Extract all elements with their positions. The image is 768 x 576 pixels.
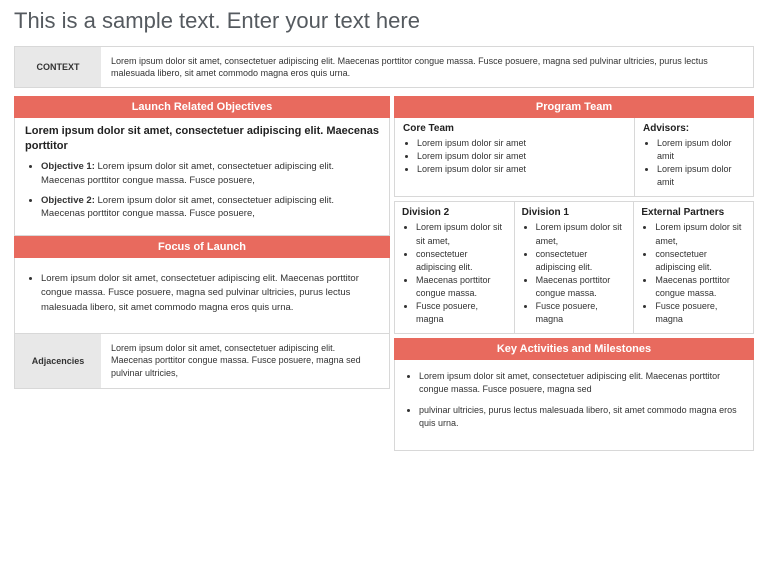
launch-header: Launch Related Objectives [14, 96, 390, 118]
milestone-item: Lorem ipsum dolor sit amet, consectetuer… [419, 370, 743, 396]
list-item: Lorem ipsum dolor sir amet [417, 137, 626, 150]
objectives-intro: Lorem ipsum dolor sit amet, consectetuer… [25, 124, 379, 154]
division-list: Lorem ipsum dolor sit amet, consectetuer… [522, 221, 627, 325]
division-cell: Division 2 Lorem ipsum dolor sit sit ame… [395, 202, 515, 332]
left-column: Launch Related Objectives Lorem ipsum do… [14, 96, 390, 451]
milestones-box: Lorem ipsum dolor sit amet, consectetuer… [394, 360, 754, 451]
division-cell: External Partners Lorem ipsum dolor sit … [634, 202, 753, 332]
list-item: Fusce posuere, magna [536, 300, 627, 326]
division-title: Division 2 [402, 207, 507, 218]
division-list: Lorem ipsum dolor sit sit amet, consecte… [402, 221, 507, 325]
slide: This is a sample text. Enter your text h… [0, 0, 768, 459]
list-item: consectetuer adipiscing elit. [416, 248, 507, 274]
list-item: Fusce posuere, magna [416, 300, 507, 326]
context-label: CONTEXT [15, 47, 101, 87]
advisors-title: Advisors: [643, 123, 745, 134]
objective-label: Objective 1: [41, 161, 95, 172]
milestones-list: Lorem ipsum dolor sit amet, consectetuer… [405, 370, 743, 430]
team-bottom-row: Division 2 Lorem ipsum dolor sit sit ame… [394, 201, 754, 333]
milestone-item: pulvinar ultricies, purus lectus malesua… [419, 404, 743, 430]
advisors-list: Lorem ipsum dolor amit Lorem ipsum dolor… [643, 137, 745, 189]
focus-list: Lorem ipsum dolor sit amet, consectetuer… [25, 272, 379, 315]
division-cell: Division 1 Lorem ipsum dolor sit amet, c… [515, 202, 635, 332]
list-item: Maecenas porttitor congue massa. [416, 274, 507, 300]
objective-item: Objective 1: Lorem ipsum dolor sit amet,… [41, 160, 379, 188]
division-list: Lorem ipsum dolor sit amet, consectetuer… [641, 221, 746, 325]
adjacencies-row: Adjacencies Lorem ipsum dolor sit amet, … [14, 334, 390, 389]
team-top-row: Core Team Lorem ipsum dolor sir amet Lor… [394, 118, 754, 197]
focus-header: Focus of Launch [14, 236, 390, 258]
context-body: Lorem ipsum dolor sit amet, consectetuer… [101, 47, 753, 87]
right-column: Program Team Core Team Lorem ipsum dolor… [394, 96, 754, 451]
division-title: External Partners [641, 207, 746, 218]
list-item: consectetuer adipiscing elit. [655, 248, 746, 274]
list-item: Lorem ipsum dolor amit [657, 163, 745, 189]
advisors-cell: Advisors: Lorem ipsum dolor amit Lorem i… [635, 118, 753, 196]
list-item: Maecenas porttitor congue massa. [655, 274, 746, 300]
core-team-title: Core Team [403, 123, 626, 134]
objective-item: Objective 2: Lorem ipsum dolor sit amet,… [41, 194, 379, 222]
list-item: Lorem ipsum dolor sit sit amet, [416, 221, 507, 247]
list-item: Fusce posuere, magna [655, 300, 746, 326]
page-title: This is a sample text. Enter your text h… [14, 8, 754, 34]
list-item: consectetuer adipiscing elit. [536, 248, 627, 274]
program-header: Program Team [394, 96, 754, 118]
adjacencies-label: Adjacencies [15, 334, 101, 388]
context-row: CONTEXT Lorem ipsum dolor sit amet, cons… [14, 46, 754, 88]
list-item: Lorem ipsum dolor sit amet, [655, 221, 746, 247]
list-item: Maecenas porttitor congue massa. [536, 274, 627, 300]
division-title: Division 1 [522, 207, 627, 218]
list-item: Lorem ipsum dolor amit [657, 137, 745, 163]
main-grid: Launch Related Objectives Lorem ipsum do… [14, 96, 754, 451]
focus-box: Lorem ipsum dolor sit amet, consectetuer… [14, 258, 390, 334]
adjacencies-body: Lorem ipsum dolor sit amet, consectetuer… [101, 334, 389, 388]
core-team-list: Lorem ipsum dolor sir amet Lorem ipsum d… [403, 137, 626, 176]
objectives-box: Lorem ipsum dolor sit amet, consectetuer… [14, 118, 390, 236]
list-item: Lorem ipsum dolor sir amet [417, 150, 626, 163]
objective-label: Objective 2: [41, 195, 95, 206]
core-team-cell: Core Team Lorem ipsum dolor sir amet Lor… [395, 118, 635, 196]
milestones-header: Key Activities and Milestones [394, 338, 754, 360]
focus-item: Lorem ipsum dolor sit amet, consectetuer… [41, 272, 379, 315]
objectives-list: Objective 1: Lorem ipsum dolor sit amet,… [25, 160, 379, 221]
list-item: Lorem ipsum dolor sir amet [417, 163, 626, 176]
list-item: Lorem ipsum dolor sit amet, [536, 221, 627, 247]
